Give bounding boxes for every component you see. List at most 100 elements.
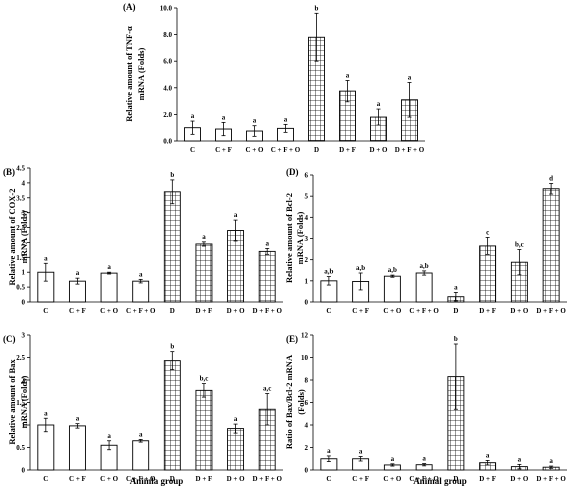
x-tick-label: D + F + O <box>536 307 566 315</box>
x-tick-label: D + F <box>479 307 496 315</box>
bar <box>258 250 276 303</box>
panels: (A)Relative amount of TNF-α mRNA (Folds)0… <box>3 2 567 486</box>
y-axis-label: Relative amount of Bax <box>7 359 17 445</box>
y-tick-label: 0 <box>305 467 309 475</box>
bar <box>163 360 181 471</box>
significance-label: a,c <box>263 385 271 393</box>
y-tick-label: 8 <box>305 377 309 385</box>
panel-d: (D) Relative amount of Bcl-2 mRNA (Folds) 0… <box>284 167 567 315</box>
x-tick-label: D + F + O <box>252 307 282 315</box>
y-axis-label: mRNA (Folds) <box>19 211 29 264</box>
x-tick-label: D + F <box>196 307 213 315</box>
y-tick-label: 4 <box>305 422 309 430</box>
y-tick-label: 1.5 <box>16 254 25 262</box>
y-tick-label: 6 <box>305 172 309 180</box>
y-tick-label: 1.5 <box>16 399 25 407</box>
bar <box>195 389 213 471</box>
significance-label: a <box>139 270 143 278</box>
significance-label: a,b <box>388 266 397 274</box>
bar <box>132 280 150 303</box>
y-tick-label: 2 <box>22 239 26 247</box>
bar <box>227 428 245 471</box>
x-tick-label: C <box>326 475 331 483</box>
y-tick-label: 3.5 <box>16 194 25 202</box>
x-tick-label: D + O <box>510 475 529 483</box>
significance-label: a,b <box>356 264 365 272</box>
significance-label: a <box>265 239 269 247</box>
significance-label: a <box>191 112 195 120</box>
x-tick-label: C + F <box>215 146 232 154</box>
x-axis-label: Animal group <box>413 476 467 486</box>
x-tick-label: C + O <box>246 146 265 154</box>
bar <box>163 191 181 303</box>
y-tick-label: 0.0 <box>163 138 172 146</box>
x-tick-label: D <box>314 146 319 154</box>
y-tick-label: 0.5 <box>16 444 25 452</box>
x-tick-label: C <box>326 307 331 315</box>
x-tick-label: C + F + O <box>126 307 156 315</box>
y-tick-label: 10 <box>301 354 309 362</box>
x-tick-label: C + O <box>100 307 119 315</box>
significance-label: a <box>222 113 226 121</box>
significance-label: a <box>76 415 80 423</box>
y-tick-label: 2.5 <box>16 354 25 362</box>
significance-label: a <box>454 283 458 291</box>
x-tick-label: D <box>453 475 458 483</box>
x-tick-label: C + O <box>383 475 402 483</box>
x-tick-label: C + O <box>383 307 402 315</box>
significance-label: d <box>549 174 553 182</box>
panel-e: (E) Ratio of Bax/Bcl-2 mRNA (Folds) 0 2 4 6 8 10… <box>284 332 567 486</box>
bar <box>415 272 433 303</box>
y-axis-label: Ratio of Bax/Bcl-2 mRNA <box>284 354 294 449</box>
y-tick-label: 2 <box>305 256 309 264</box>
x-tick-label: D + F <box>339 146 356 154</box>
x-tick-label: D + O <box>370 146 389 154</box>
x-tick-label: C + O <box>100 475 119 483</box>
y-tick-label: 1 <box>22 422 26 430</box>
significance-label: b <box>454 335 458 343</box>
x-tick-label: C + F <box>352 307 369 315</box>
significance-label: a <box>284 115 288 123</box>
y-axis-label: Relative amount of TNF-α <box>124 26 134 122</box>
panel-label: (B) <box>3 167 15 177</box>
significance-label: a <box>346 71 350 79</box>
bar <box>542 188 560 303</box>
bar <box>100 272 118 303</box>
y-tick-label: 4.5 <box>16 165 25 173</box>
x-tick-label: C <box>190 146 195 154</box>
y-tick-label: 3 <box>22 209 26 217</box>
y-axis-label: (Folds) <box>296 389 306 415</box>
x-tick-label: C + F <box>352 475 369 483</box>
y-tick-label: 3 <box>22 332 26 340</box>
y-tick-label: 2 <box>22 377 26 385</box>
y-tick-label: 5 <box>305 193 309 201</box>
significance-label: b,c <box>200 375 209 383</box>
significance-label: a,b <box>420 262 429 270</box>
bar <box>195 243 213 303</box>
x-tick-label: D <box>170 475 175 483</box>
significance-label: b <box>170 171 174 179</box>
x-tick-label: C + F + O <box>409 307 439 315</box>
significance-label: a <box>253 117 257 125</box>
significance-label: a,b <box>324 268 333 276</box>
significance-label: a <box>234 415 238 423</box>
x-tick-label: C + F + O <box>126 475 156 483</box>
significance-label: a <box>486 451 490 459</box>
y-tick-label: 1 <box>22 269 26 277</box>
y-tick-label: 4 <box>305 214 309 222</box>
x-tick-label: C <box>43 307 48 315</box>
y-tick-label: 4 <box>22 179 26 187</box>
y-tick-label: 2.5 <box>16 224 25 232</box>
significance-label: a <box>377 100 381 108</box>
x-tick-label: D + O <box>227 475 246 483</box>
significance-label: a <box>107 263 111 271</box>
significance-label: a <box>391 455 395 463</box>
x-tick-label: C + F <box>69 307 86 315</box>
panel-a: (A) Relative amount of TNF-α mRNA (Folds) 0… <box>123 2 425 154</box>
significance-label: a <box>549 457 553 465</box>
significance-label: a <box>234 211 238 219</box>
significance-label: a <box>202 233 206 241</box>
significance-label: a <box>422 455 426 463</box>
y-axis-label: mRNA (Folds) <box>136 48 146 101</box>
